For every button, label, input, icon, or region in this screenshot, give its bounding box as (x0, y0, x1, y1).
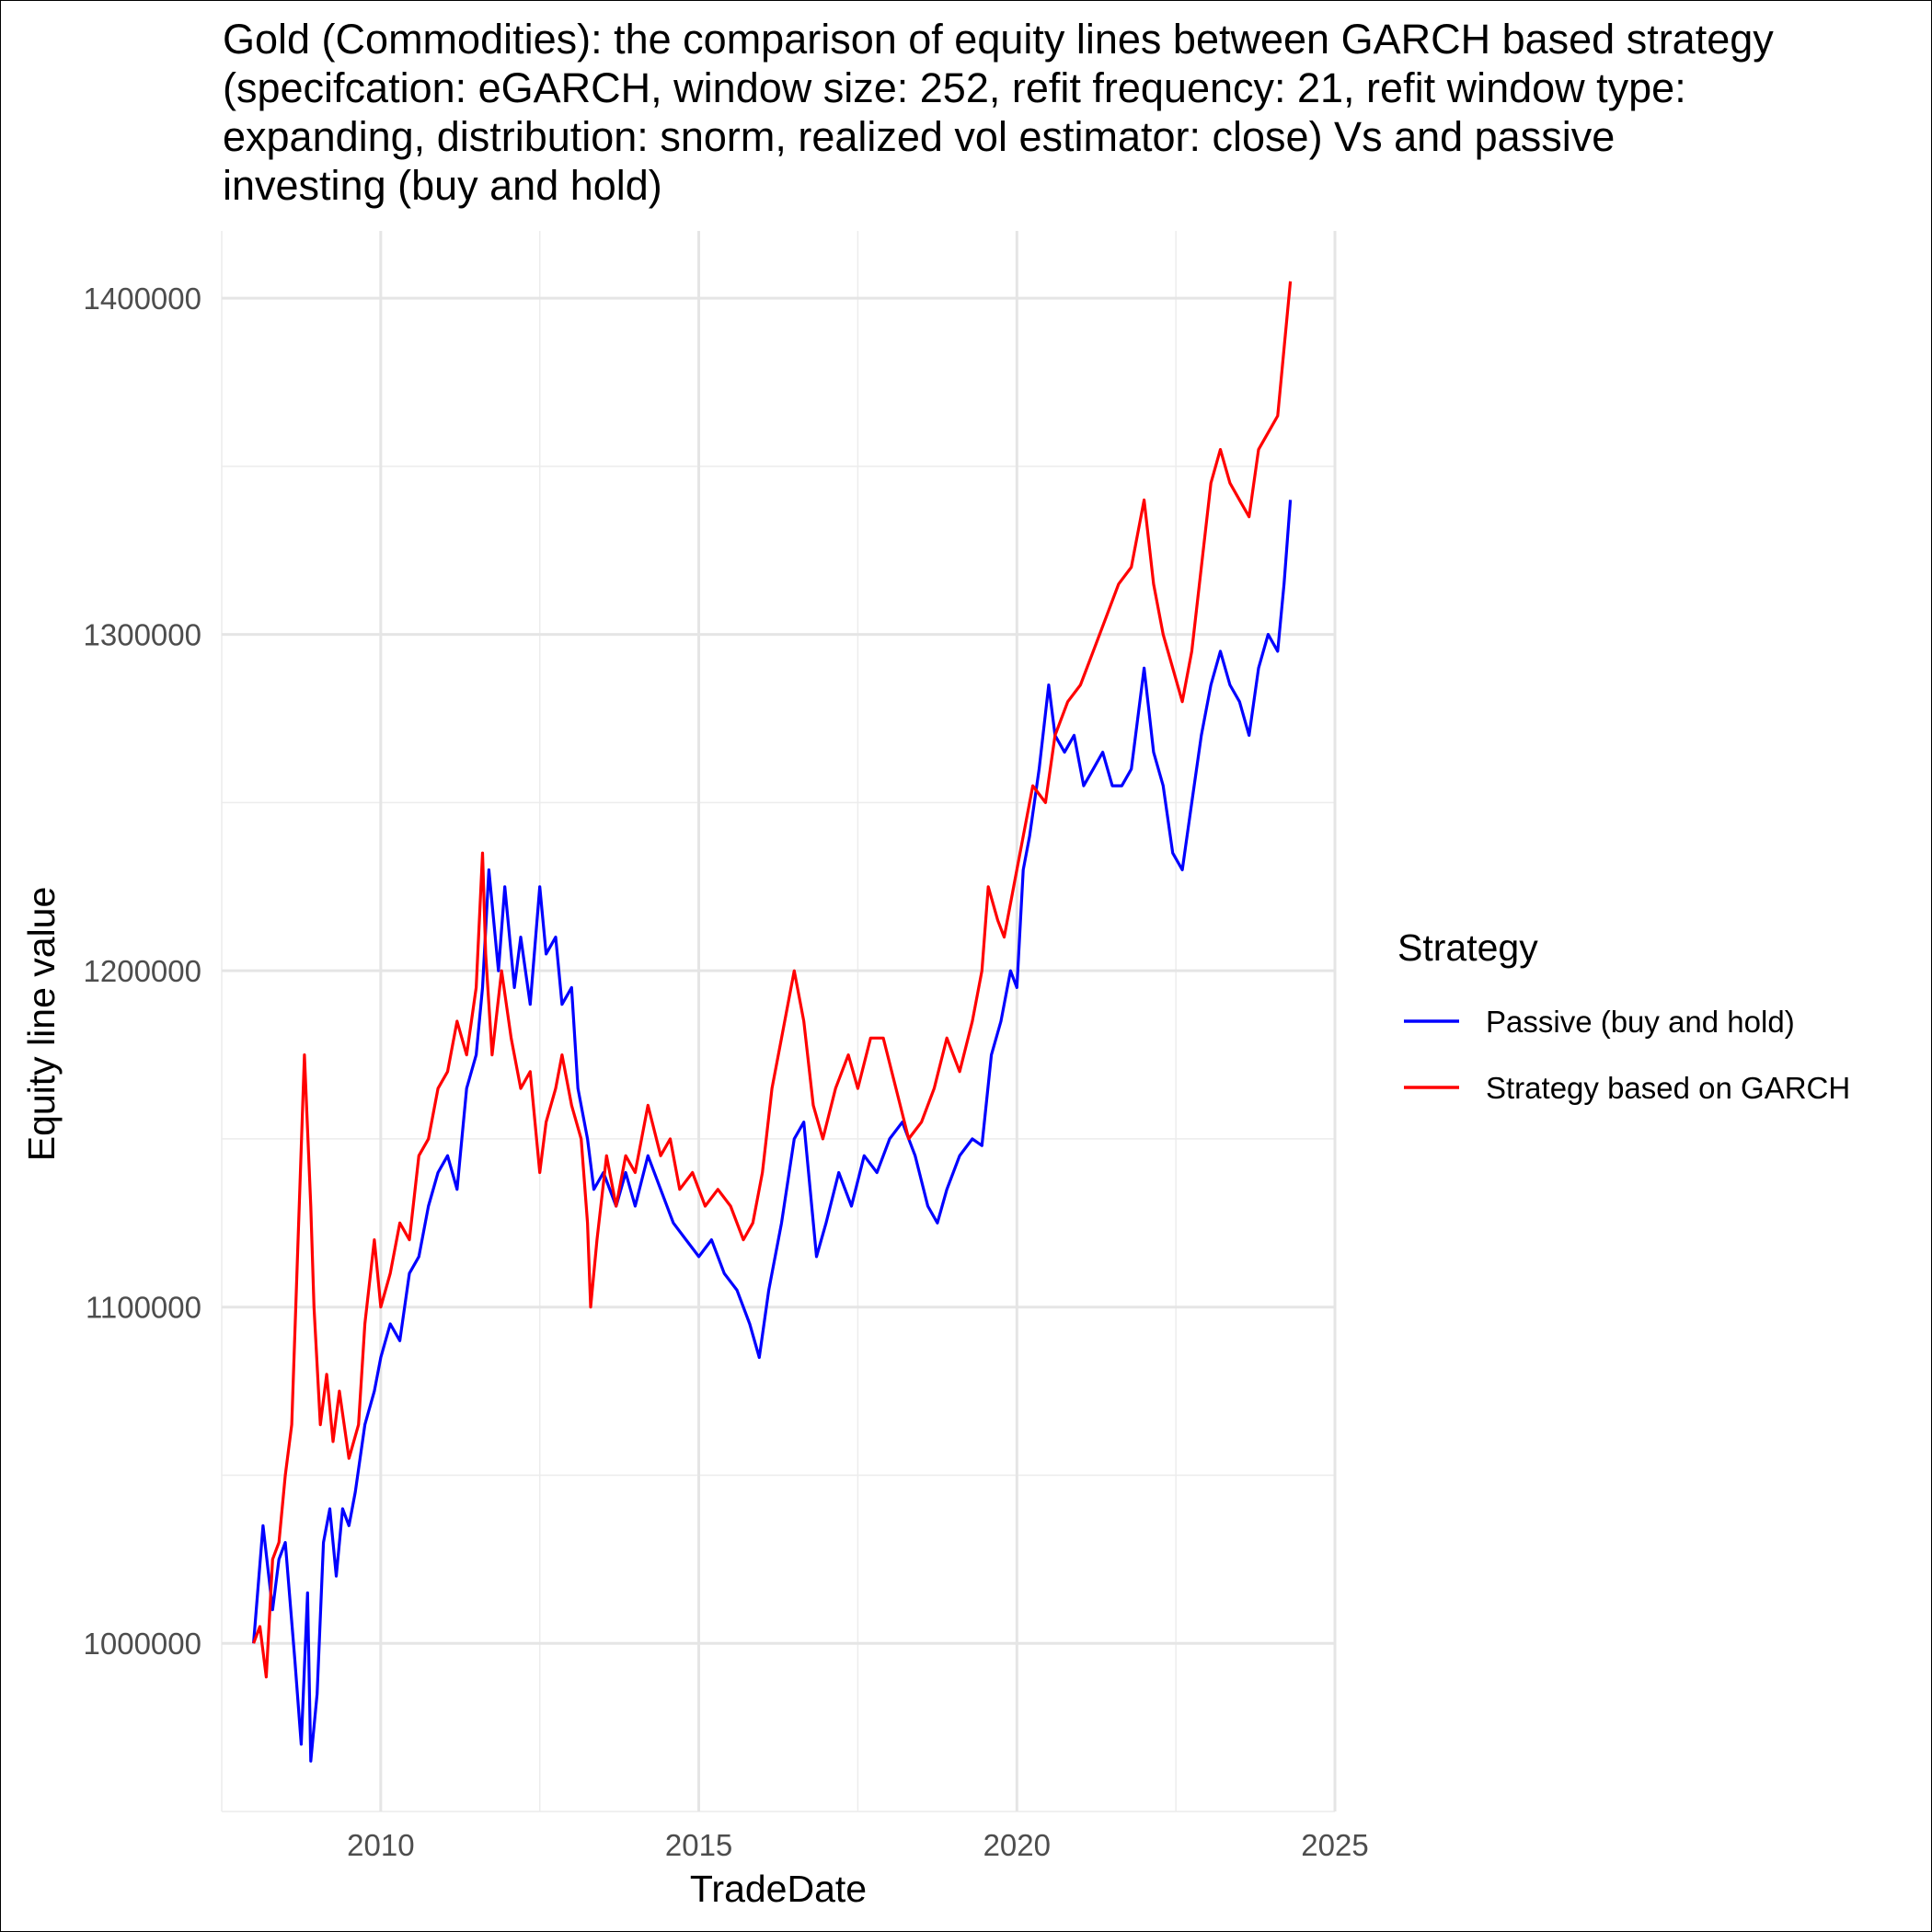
y-tick-label: 1100000 (86, 1291, 201, 1325)
y-tick-label: 1400000 (84, 282, 201, 316)
series-layer (252, 281, 1293, 1763)
grid-layer (221, 231, 1337, 1812)
legend-title: Strategy (1397, 926, 1538, 969)
x-tick-label: 2015 (665, 1828, 732, 1862)
legend-items: Passive (buy and hold) Strategy based on … (1404, 1005, 1850, 1105)
y-tick-label: 1200000 (84, 954, 201, 988)
series-line-1 (252, 281, 1293, 1679)
y-axis-ticks: 1000000 1100000 1200000 1300000 1400000 (84, 282, 201, 1661)
y-tick-label: 1300000 (84, 618, 201, 652)
legend-label: Strategy based on GARCH (1486, 1071, 1850, 1105)
x-axis-title: TradeDate (690, 1868, 867, 1910)
legend-label: Passive (buy and hold) (1486, 1005, 1795, 1039)
x-tick-label: 2010 (347, 1828, 414, 1862)
x-tick-label: 2025 (1301, 1828, 1368, 1862)
x-tick-label: 2020 (983, 1828, 1051, 1862)
x-axis-ticks: 2010 2015 2020 2025 (347, 1828, 1369, 1862)
series-line-0 (252, 500, 1293, 1763)
legend: Strategy Passive (buy and hold) Strategy … (1397, 926, 1850, 1105)
chart-title: Gold (Commodities): the comparison of eq… (223, 16, 1774, 209)
y-axis-title: Equity line value (20, 887, 63, 1162)
y-tick-label: 1000000 (84, 1627, 201, 1661)
